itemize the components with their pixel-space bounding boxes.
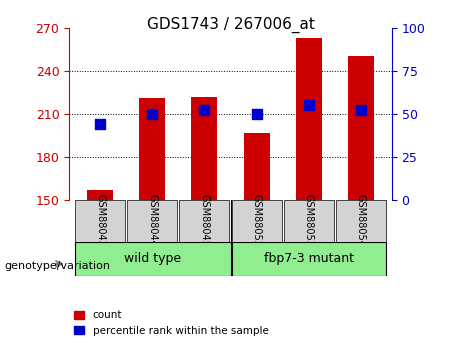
FancyBboxPatch shape bbox=[179, 200, 230, 242]
Text: GSM88054: GSM88054 bbox=[355, 194, 366, 247]
Bar bbox=[88, 190, 113, 200]
FancyBboxPatch shape bbox=[231, 200, 282, 242]
Point bbox=[97, 121, 104, 127]
Point bbox=[201, 108, 208, 113]
Point bbox=[149, 111, 156, 117]
Text: fbp7-3 mutant: fbp7-3 mutant bbox=[264, 252, 354, 265]
Point bbox=[305, 102, 312, 108]
Bar bbox=[296, 38, 322, 200]
FancyBboxPatch shape bbox=[336, 200, 385, 242]
Text: GSM88045: GSM88045 bbox=[200, 194, 209, 247]
Bar bbox=[243, 132, 270, 200]
FancyBboxPatch shape bbox=[284, 200, 334, 242]
Text: GSM88053: GSM88053 bbox=[304, 194, 313, 247]
Bar bbox=[348, 56, 373, 200]
FancyBboxPatch shape bbox=[76, 241, 230, 276]
FancyBboxPatch shape bbox=[127, 200, 177, 242]
Bar bbox=[139, 98, 165, 200]
Text: GSM88052: GSM88052 bbox=[252, 194, 261, 247]
Text: GDS1743 / 267006_at: GDS1743 / 267006_at bbox=[147, 17, 314, 33]
FancyBboxPatch shape bbox=[231, 241, 385, 276]
Legend: count, percentile rank within the sample: count, percentile rank within the sample bbox=[70, 306, 273, 340]
Text: wild type: wild type bbox=[124, 252, 181, 265]
Point bbox=[253, 111, 260, 117]
Point bbox=[357, 108, 364, 113]
Text: genotype/variation: genotype/variation bbox=[5, 261, 111, 270]
Text: GSM88044: GSM88044 bbox=[148, 195, 157, 247]
Text: GSM88043: GSM88043 bbox=[95, 195, 106, 247]
Bar bbox=[191, 97, 218, 200]
FancyBboxPatch shape bbox=[76, 200, 125, 242]
